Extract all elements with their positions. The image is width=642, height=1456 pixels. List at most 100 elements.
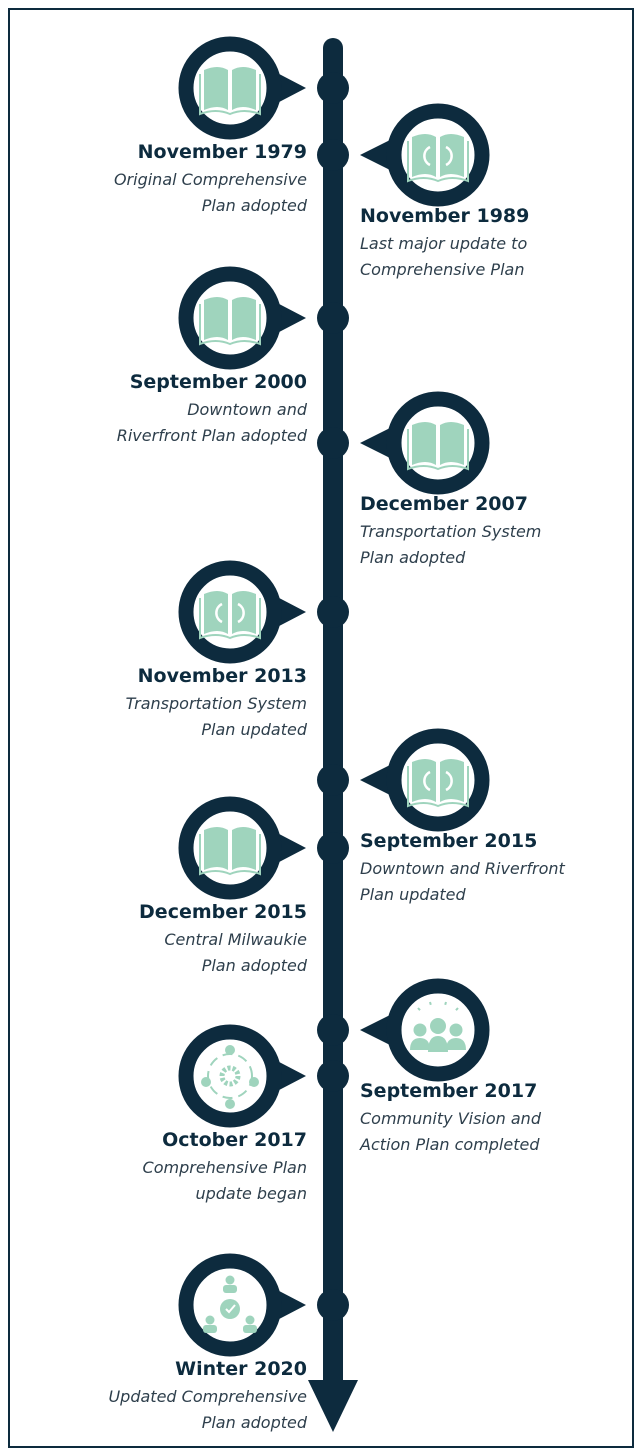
icon-ring bbox=[386, 103, 490, 207]
ray bbox=[429, 1001, 432, 1006]
icon bbox=[199, 297, 261, 346]
book-page bbox=[440, 422, 464, 465]
icon-ring bbox=[386, 728, 490, 832]
event-date: September 2015 bbox=[360, 830, 537, 852]
book-page bbox=[232, 67, 256, 110]
event-description: Plan adopted bbox=[202, 1413, 308, 1432]
frame bbox=[8, 8, 634, 1448]
icon-ring bbox=[386, 391, 490, 495]
event-description: Action Plan completed bbox=[359, 1135, 540, 1154]
event-dot bbox=[317, 832, 349, 864]
event-description: Riverfront Plan adopted bbox=[117, 426, 308, 445]
event-dot bbox=[317, 427, 349, 459]
person-body bbox=[410, 1038, 430, 1050]
icon bbox=[199, 591, 261, 640]
icon-ring bbox=[178, 1024, 282, 1128]
event-description: update began bbox=[195, 1184, 307, 1203]
book-page bbox=[232, 827, 256, 870]
gear bbox=[219, 1065, 241, 1087]
event-dot bbox=[317, 1014, 349, 1046]
event-description: Comprehensive Plan bbox=[143, 1158, 307, 1177]
icon bbox=[407, 422, 469, 471]
person-head bbox=[205, 1315, 215, 1325]
icon-ring bbox=[178, 266, 282, 370]
event-description: Downtown and Riverfront bbox=[360, 859, 565, 878]
book-base bbox=[199, 834, 261, 876]
icon bbox=[407, 134, 469, 183]
event-dot bbox=[317, 302, 349, 334]
book-base bbox=[407, 429, 469, 471]
person bbox=[201, 1077, 211, 1087]
person-body bbox=[243, 1325, 257, 1333]
event-description: Transportation System bbox=[360, 522, 541, 541]
refresh-arc bbox=[445, 770, 453, 792]
book-base bbox=[199, 304, 261, 346]
event-description: Updated Comprehensive bbox=[108, 1387, 307, 1406]
event-description: Downtown and bbox=[187, 400, 308, 419]
book-base bbox=[199, 598, 261, 640]
person-head bbox=[225, 1275, 235, 1285]
event-date: September 2000 bbox=[130, 371, 307, 393]
icon bbox=[407, 759, 469, 808]
icon-ring bbox=[178, 560, 282, 664]
event-date: December 2015 bbox=[139, 901, 307, 923]
event-dot bbox=[317, 139, 349, 171]
person bbox=[249, 1077, 259, 1087]
event-date: December 2007 bbox=[360, 493, 528, 515]
icon-ring bbox=[178, 36, 282, 140]
event-description: Plan adopted bbox=[202, 956, 308, 975]
event-date: Winter 2020 bbox=[175, 1358, 307, 1380]
event-dot bbox=[317, 72, 349, 104]
book-base bbox=[199, 74, 261, 116]
event-dot bbox=[317, 764, 349, 796]
event-date: November 1979 bbox=[138, 141, 307, 163]
event-date: November 2013 bbox=[138, 665, 307, 687]
icon bbox=[410, 1001, 466, 1052]
ray bbox=[455, 1007, 459, 1011]
refresh-arc bbox=[423, 145, 431, 167]
book-page bbox=[204, 827, 228, 870]
person-head bbox=[430, 1018, 446, 1034]
event-date: October 2017 bbox=[162, 1129, 307, 1151]
check-mark bbox=[225, 1304, 236, 1314]
timeline-arrow bbox=[308, 1380, 358, 1432]
person bbox=[225, 1099, 235, 1109]
refresh-arc bbox=[445, 145, 453, 167]
event-description: Community Vision and bbox=[360, 1109, 542, 1128]
event-description: Comprehensive Plan bbox=[360, 260, 524, 279]
refresh-arc bbox=[423, 770, 431, 792]
event-description: Transportation System bbox=[126, 694, 307, 713]
icon bbox=[203, 1275, 257, 1333]
event-description: Plan updated bbox=[201, 720, 308, 739]
book-page bbox=[412, 422, 436, 465]
person-body bbox=[203, 1325, 217, 1333]
book-page bbox=[204, 67, 228, 110]
event-dot bbox=[317, 1289, 349, 1321]
event-dot bbox=[317, 596, 349, 628]
person-head bbox=[449, 1023, 463, 1037]
person-body bbox=[428, 1036, 448, 1052]
refresh-arc bbox=[237, 602, 245, 624]
event-date: November 1989 bbox=[360, 205, 529, 227]
book-page bbox=[232, 297, 256, 340]
icon bbox=[199, 827, 261, 876]
event-description: Original Comprehensive bbox=[114, 170, 307, 189]
ray bbox=[444, 1001, 447, 1006]
person-body bbox=[446, 1038, 466, 1050]
person-body bbox=[223, 1285, 237, 1293]
ray bbox=[417, 1007, 421, 1011]
person bbox=[225, 1045, 235, 1055]
event-description: Plan adopted bbox=[360, 548, 466, 567]
event-description: Last major update to bbox=[360, 234, 527, 253]
event-description: Plan adopted bbox=[202, 196, 308, 215]
check bbox=[220, 1299, 240, 1319]
refresh-arc bbox=[215, 602, 223, 624]
person-head bbox=[245, 1315, 255, 1325]
icon bbox=[201, 1045, 259, 1109]
event-dot bbox=[317, 1060, 349, 1092]
event-description: Plan updated bbox=[360, 885, 467, 904]
book-page bbox=[204, 297, 228, 340]
book-base bbox=[407, 141, 469, 183]
person-head bbox=[413, 1023, 427, 1037]
